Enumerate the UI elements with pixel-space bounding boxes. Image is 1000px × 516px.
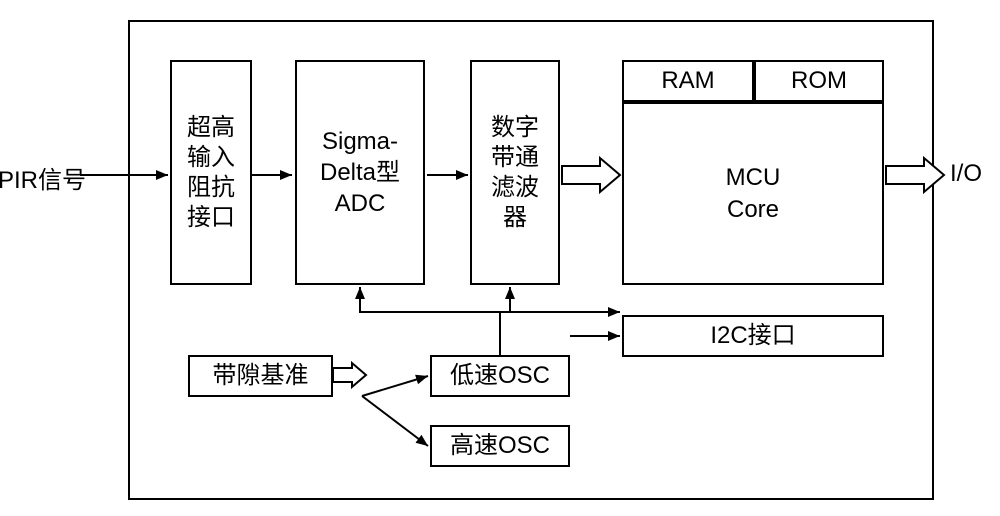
i2c-interface-label: I2C接口 [710, 320, 795, 351]
rom-block: ROM [754, 60, 884, 102]
sigma-delta-adc-label: Sigma- Delta型 ADC [320, 126, 400, 220]
impedance-interface-block: 超高 输入 阻抗 接口 [170, 60, 252, 285]
digital-bandpass-filter-label: 数字 带通 滤波 器 [491, 113, 539, 233]
impedance-interface-label: 超高 输入 阻抗 接口 [187, 113, 235, 233]
ram-label: RAM [661, 65, 714, 96]
low-speed-osc-label: 低速OSC [450, 360, 550, 391]
bandgap-reference-block: 带隙基准 [188, 355, 333, 397]
diagram-canvas: PIR信号 I/O 超高 输入 阻抗 接口 Sigma- Delta型 ADC … [0, 0, 1000, 516]
rom-label: ROM [791, 65, 847, 96]
mcu-core-block: MCU Core [622, 102, 884, 285]
low-speed-osc-block: 低速OSC [430, 355, 570, 397]
io-label: I/O [950, 160, 982, 188]
bandgap-reference-label: 带隙基准 [213, 360, 309, 391]
digital-bandpass-filter-block: 数字 带通 滤波 器 [470, 60, 560, 285]
ram-block: RAM [622, 60, 754, 102]
i2c-interface-block: I2C接口 [622, 315, 884, 357]
pir-signal-label: PIR信号 [0, 160, 86, 195]
high-speed-osc-label: 高速OSC [450, 430, 550, 461]
sigma-delta-adc-block: Sigma- Delta型 ADC [295, 60, 425, 285]
high-speed-osc-block: 高速OSC [430, 425, 570, 467]
mcu-core-label: MCU Core [726, 162, 781, 224]
